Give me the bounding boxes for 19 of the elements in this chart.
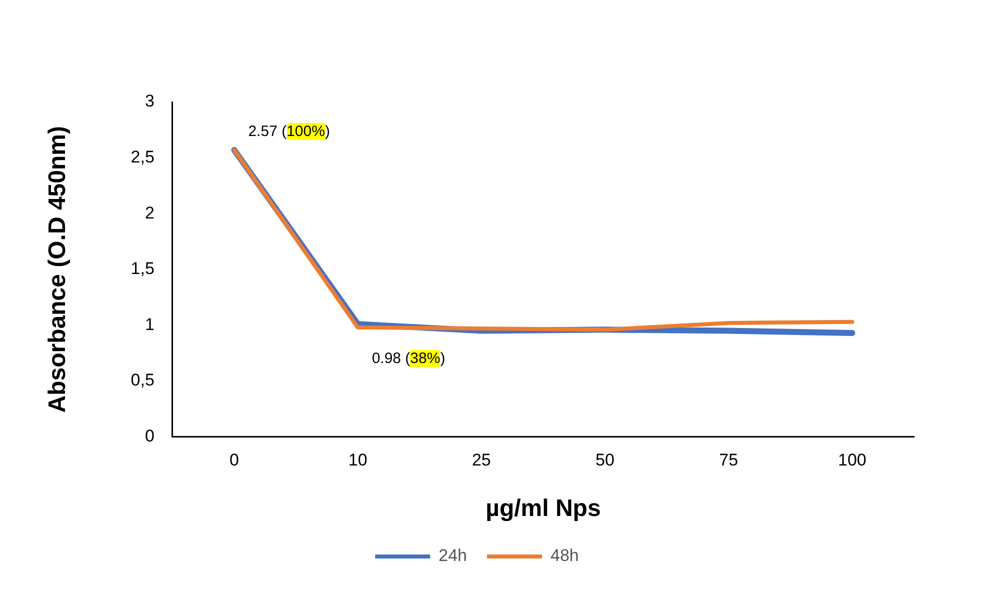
y-tick-label: 1,5	[130, 259, 154, 278]
y-tick-label: 0	[144, 426, 154, 446]
y-tick-label: 2,5	[130, 147, 154, 166]
x-tick-label: 0	[229, 450, 239, 470]
x-tick-label: 100	[838, 450, 866, 470]
y-tick-label: 1	[144, 314, 154, 334]
x-tick-label: 10	[348, 450, 368, 470]
x-axis-title: µg/ml Nps	[486, 495, 601, 522]
y-tick-label: 0,5	[130, 370, 154, 390]
y-tick-label: 2	[144, 203, 154, 222]
x-tick-label: 50	[596, 450, 614, 470]
x-tick-label: 25	[472, 450, 491, 470]
y-axis-title: Absorbance (O.D 450nm)	[44, 126, 72, 413]
annotation: 2.57 (100%)	[248, 122, 330, 142]
legend-label: 48h	[550, 546, 579, 566]
x-tick-label: 75	[719, 450, 738, 470]
annotation: 0.98 (38%)	[372, 349, 446, 370]
legend-label: 24h	[438, 546, 468, 566]
y-tick-label: 3	[144, 92, 154, 111]
